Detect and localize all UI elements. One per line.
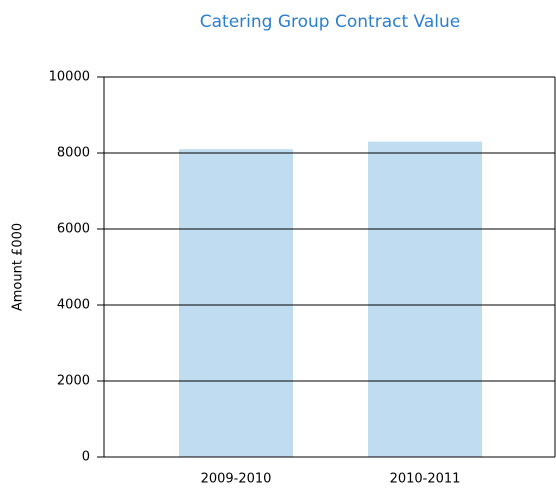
y-tick-label: 10000 <box>49 70 90 85</box>
bar <box>179 149 293 457</box>
y-tick-label: 4000 <box>57 298 90 313</box>
x-tick-label: 2010-2011 <box>390 472 461 487</box>
bar <box>368 141 482 457</box>
x-tick-label: 2009-2010 <box>201 472 272 487</box>
y-tick-label: 0 <box>82 450 90 465</box>
y-tick-label: 6000 <box>57 222 90 237</box>
y-tick-label: 8000 <box>57 146 90 161</box>
y-tick-label: 2000 <box>57 374 90 389</box>
y-axis-label: Amount £000 <box>11 223 26 311</box>
chart-title: Catering Group Contract Value <box>200 12 460 32</box>
